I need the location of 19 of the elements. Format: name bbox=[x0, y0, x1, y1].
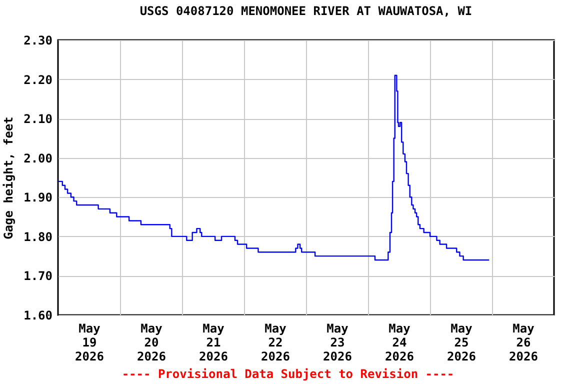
x-tick-label: May 21 2026 bbox=[199, 322, 228, 364]
x-tick-label: May 25 2026 bbox=[447, 322, 476, 364]
x-tick-label: May 19 2026 bbox=[75, 322, 104, 364]
y-tick-label: 1.80 bbox=[24, 230, 52, 244]
y-tick-label: 1.60 bbox=[24, 308, 52, 322]
y-axis-title: Gage height, feet bbox=[2, 116, 16, 240]
x-tick-label: May 24 2026 bbox=[385, 322, 414, 364]
chart-title: USGS 04087120 MENOMONEE RIVER AT WAUWATOSA, WI bbox=[140, 4, 472, 18]
x-tick-label: May 20 2026 bbox=[137, 322, 166, 364]
x-tick-label: May 23 2026 bbox=[323, 322, 352, 364]
x-tick-label: May 26 2026 bbox=[509, 322, 538, 364]
x-tick-label: May 22 2026 bbox=[261, 322, 290, 364]
y-tick-label: 1.70 bbox=[24, 269, 52, 284]
y-tick-label: 1.90 bbox=[24, 190, 52, 205]
y-tick-label: 2.00 bbox=[24, 151, 52, 166]
y-tick-label: 2.10 bbox=[24, 112, 52, 126]
y-tick-label: 2.30 bbox=[24, 34, 52, 48]
text: ---- Provisional Data Subject to Revision ---- bbox=[120, 367, 456, 381]
y-tick-label: 2.20 bbox=[24, 72, 52, 87]
